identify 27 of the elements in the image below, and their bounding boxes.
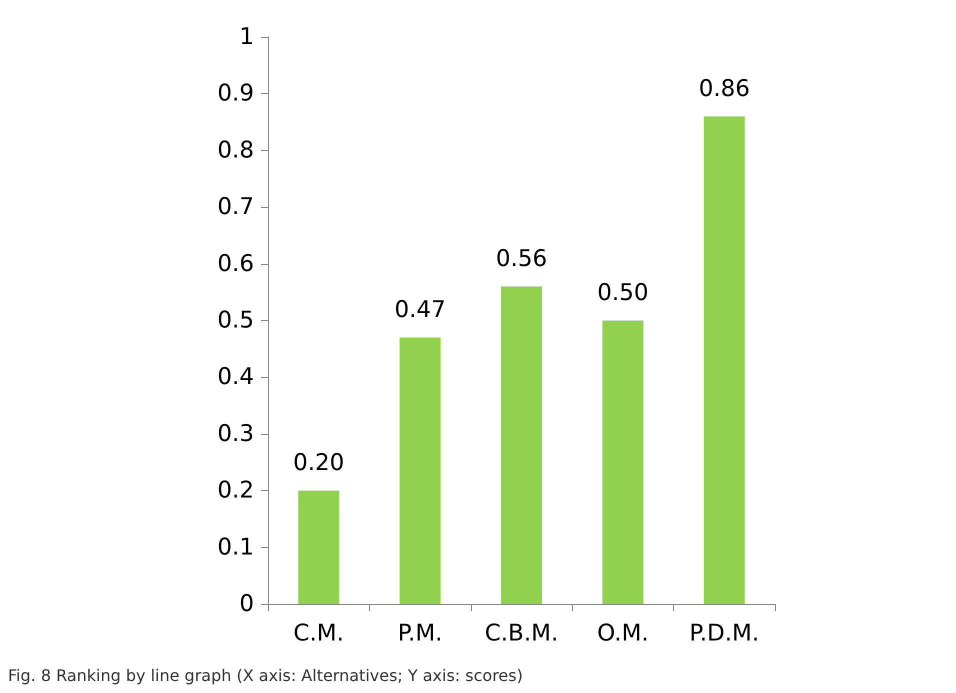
x-tick-label: C.M.	[293, 620, 344, 646]
data-label: 0.56	[496, 246, 548, 272]
bar	[704, 116, 745, 604]
bar	[400, 338, 441, 604]
y-tick-label: 0.7	[217, 194, 254, 220]
y-tick-label: 0.3	[217, 420, 254, 447]
y-tick-label: 0.5	[217, 308, 254, 334]
y-tick-label: 0.2	[217, 478, 254, 504]
y-tick-label: 0.4	[217, 364, 254, 390]
bar	[501, 286, 542, 604]
y-tick-label: 0.6	[217, 250, 254, 277]
data-label: 0.47	[394, 297, 446, 324]
y-tick-label: 0.1	[217, 534, 254, 560]
x-tick-label: O.M.	[597, 620, 649, 646]
data-label: 0.20	[293, 450, 344, 476]
data-label: 0.50	[597, 280, 649, 306]
bar	[602, 320, 644, 604]
y-tick-label: 0	[239, 591, 254, 617]
y-tick-label: 0.9	[217, 80, 254, 107]
x-tick-label: C.B.M.	[484, 620, 558, 646]
x-tick-label: P.M.	[398, 620, 442, 646]
y-tick-label: 0.8	[217, 137, 254, 164]
bar	[298, 490, 340, 604]
y-tick-label: 1	[239, 24, 254, 50]
caption: Fig. 8 Ranking by line graph (X axis: Alternatives; Y axis: scores)	[8, 666, 523, 685]
data-label: 0.86	[698, 76, 750, 102]
x-tick-label: P.D.M.	[689, 620, 760, 646]
